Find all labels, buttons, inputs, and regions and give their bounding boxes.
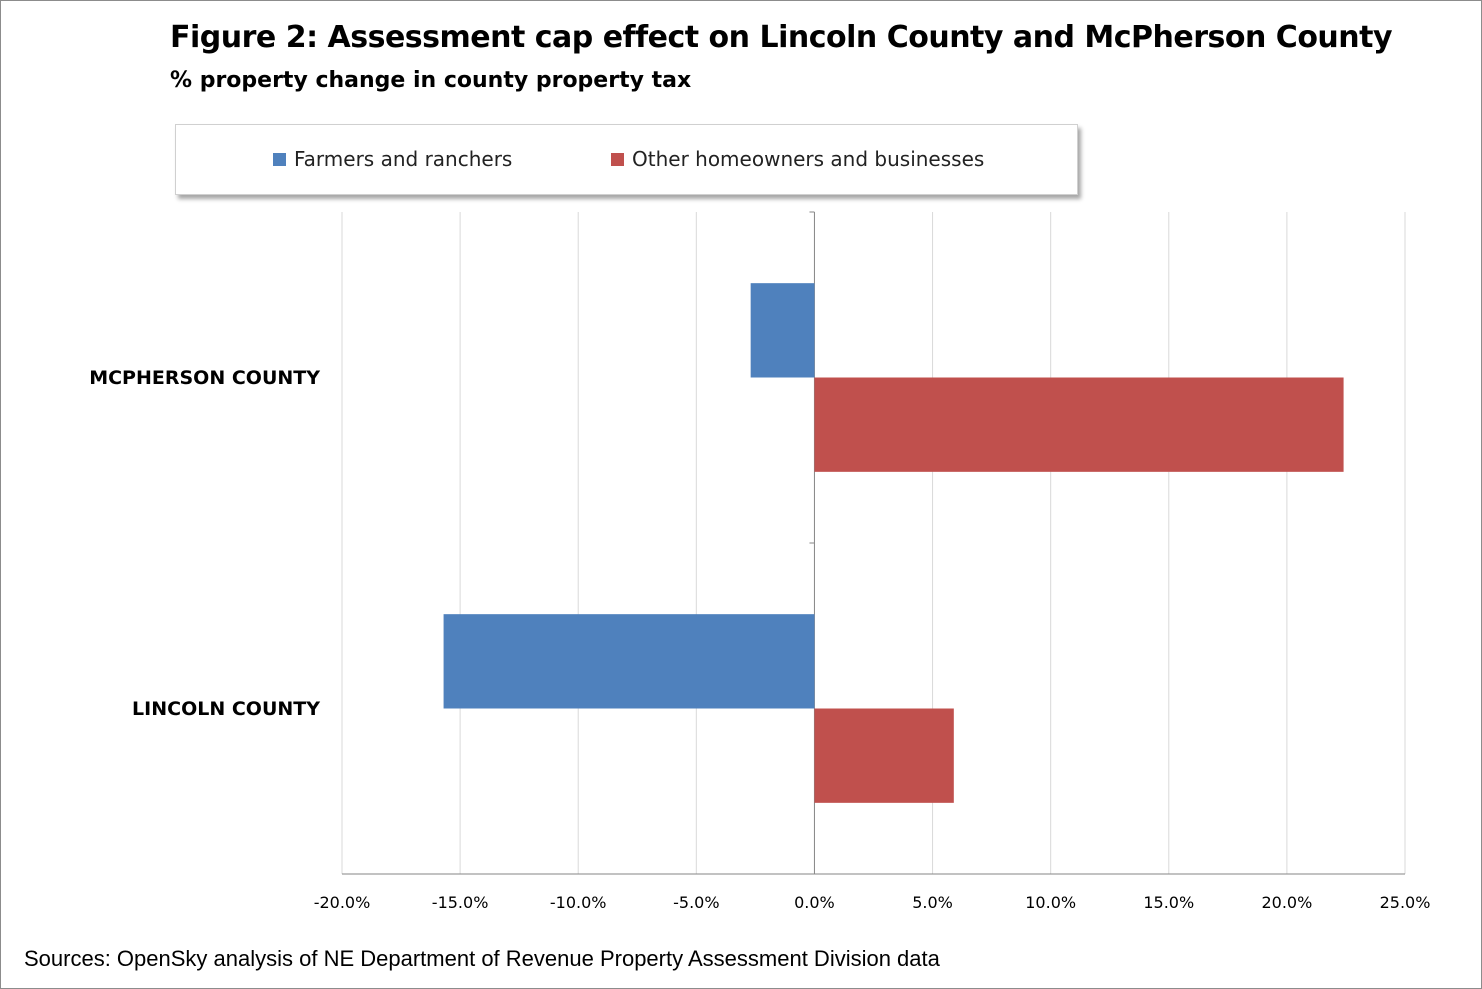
category-label-lincoln: LINCOLN COUNTY [132,698,320,720]
bar-lincoln-series-0 [443,614,815,709]
x-tick-label: 15.0% [1143,893,1194,912]
chart-subtitle: % property change in county property tax [170,68,692,93]
x-tick-label: 20.0% [1261,893,1312,912]
x-tick-label: -5.0% [673,893,719,912]
x-tick-label: -15.0% [432,893,489,912]
source-note: Sources: OpenSky analysis of NE Departme… [24,946,940,971]
x-tick-label: 0.0% [794,893,835,912]
x-tick-label: 5.0% [912,893,953,912]
chart-legend: Farmers and ranchers Other homeowners an… [175,124,1078,195]
legend-item-other: Other homeowners and businesses [611,147,984,171]
bar-mcpherson-series-1 [814,377,1344,472]
x-tick-label: 10.0% [1025,893,1076,912]
category-label-mcpherson: MCPHERSON COUNTY [89,367,320,389]
chart-title: Figure 2: Assessment cap effect on Linco… [170,20,1393,55]
legend-label-other: Other homeowners and businesses [632,147,985,171]
x-tick-label: -20.0% [314,893,371,912]
x-tick-label: -10.0% [550,893,607,912]
x-tick-label: 25.0% [1380,893,1431,912]
legend-swatch-other [611,152,624,166]
bar-lincoln-series-1 [814,708,954,803]
legend-swatch-farmers [273,152,286,166]
bar-mcpherson-series-0 [750,283,815,378]
legend-item-farmers: Farmers and ranchers [273,147,512,171]
legend-label-farmers: Farmers and ranchers [294,147,513,171]
